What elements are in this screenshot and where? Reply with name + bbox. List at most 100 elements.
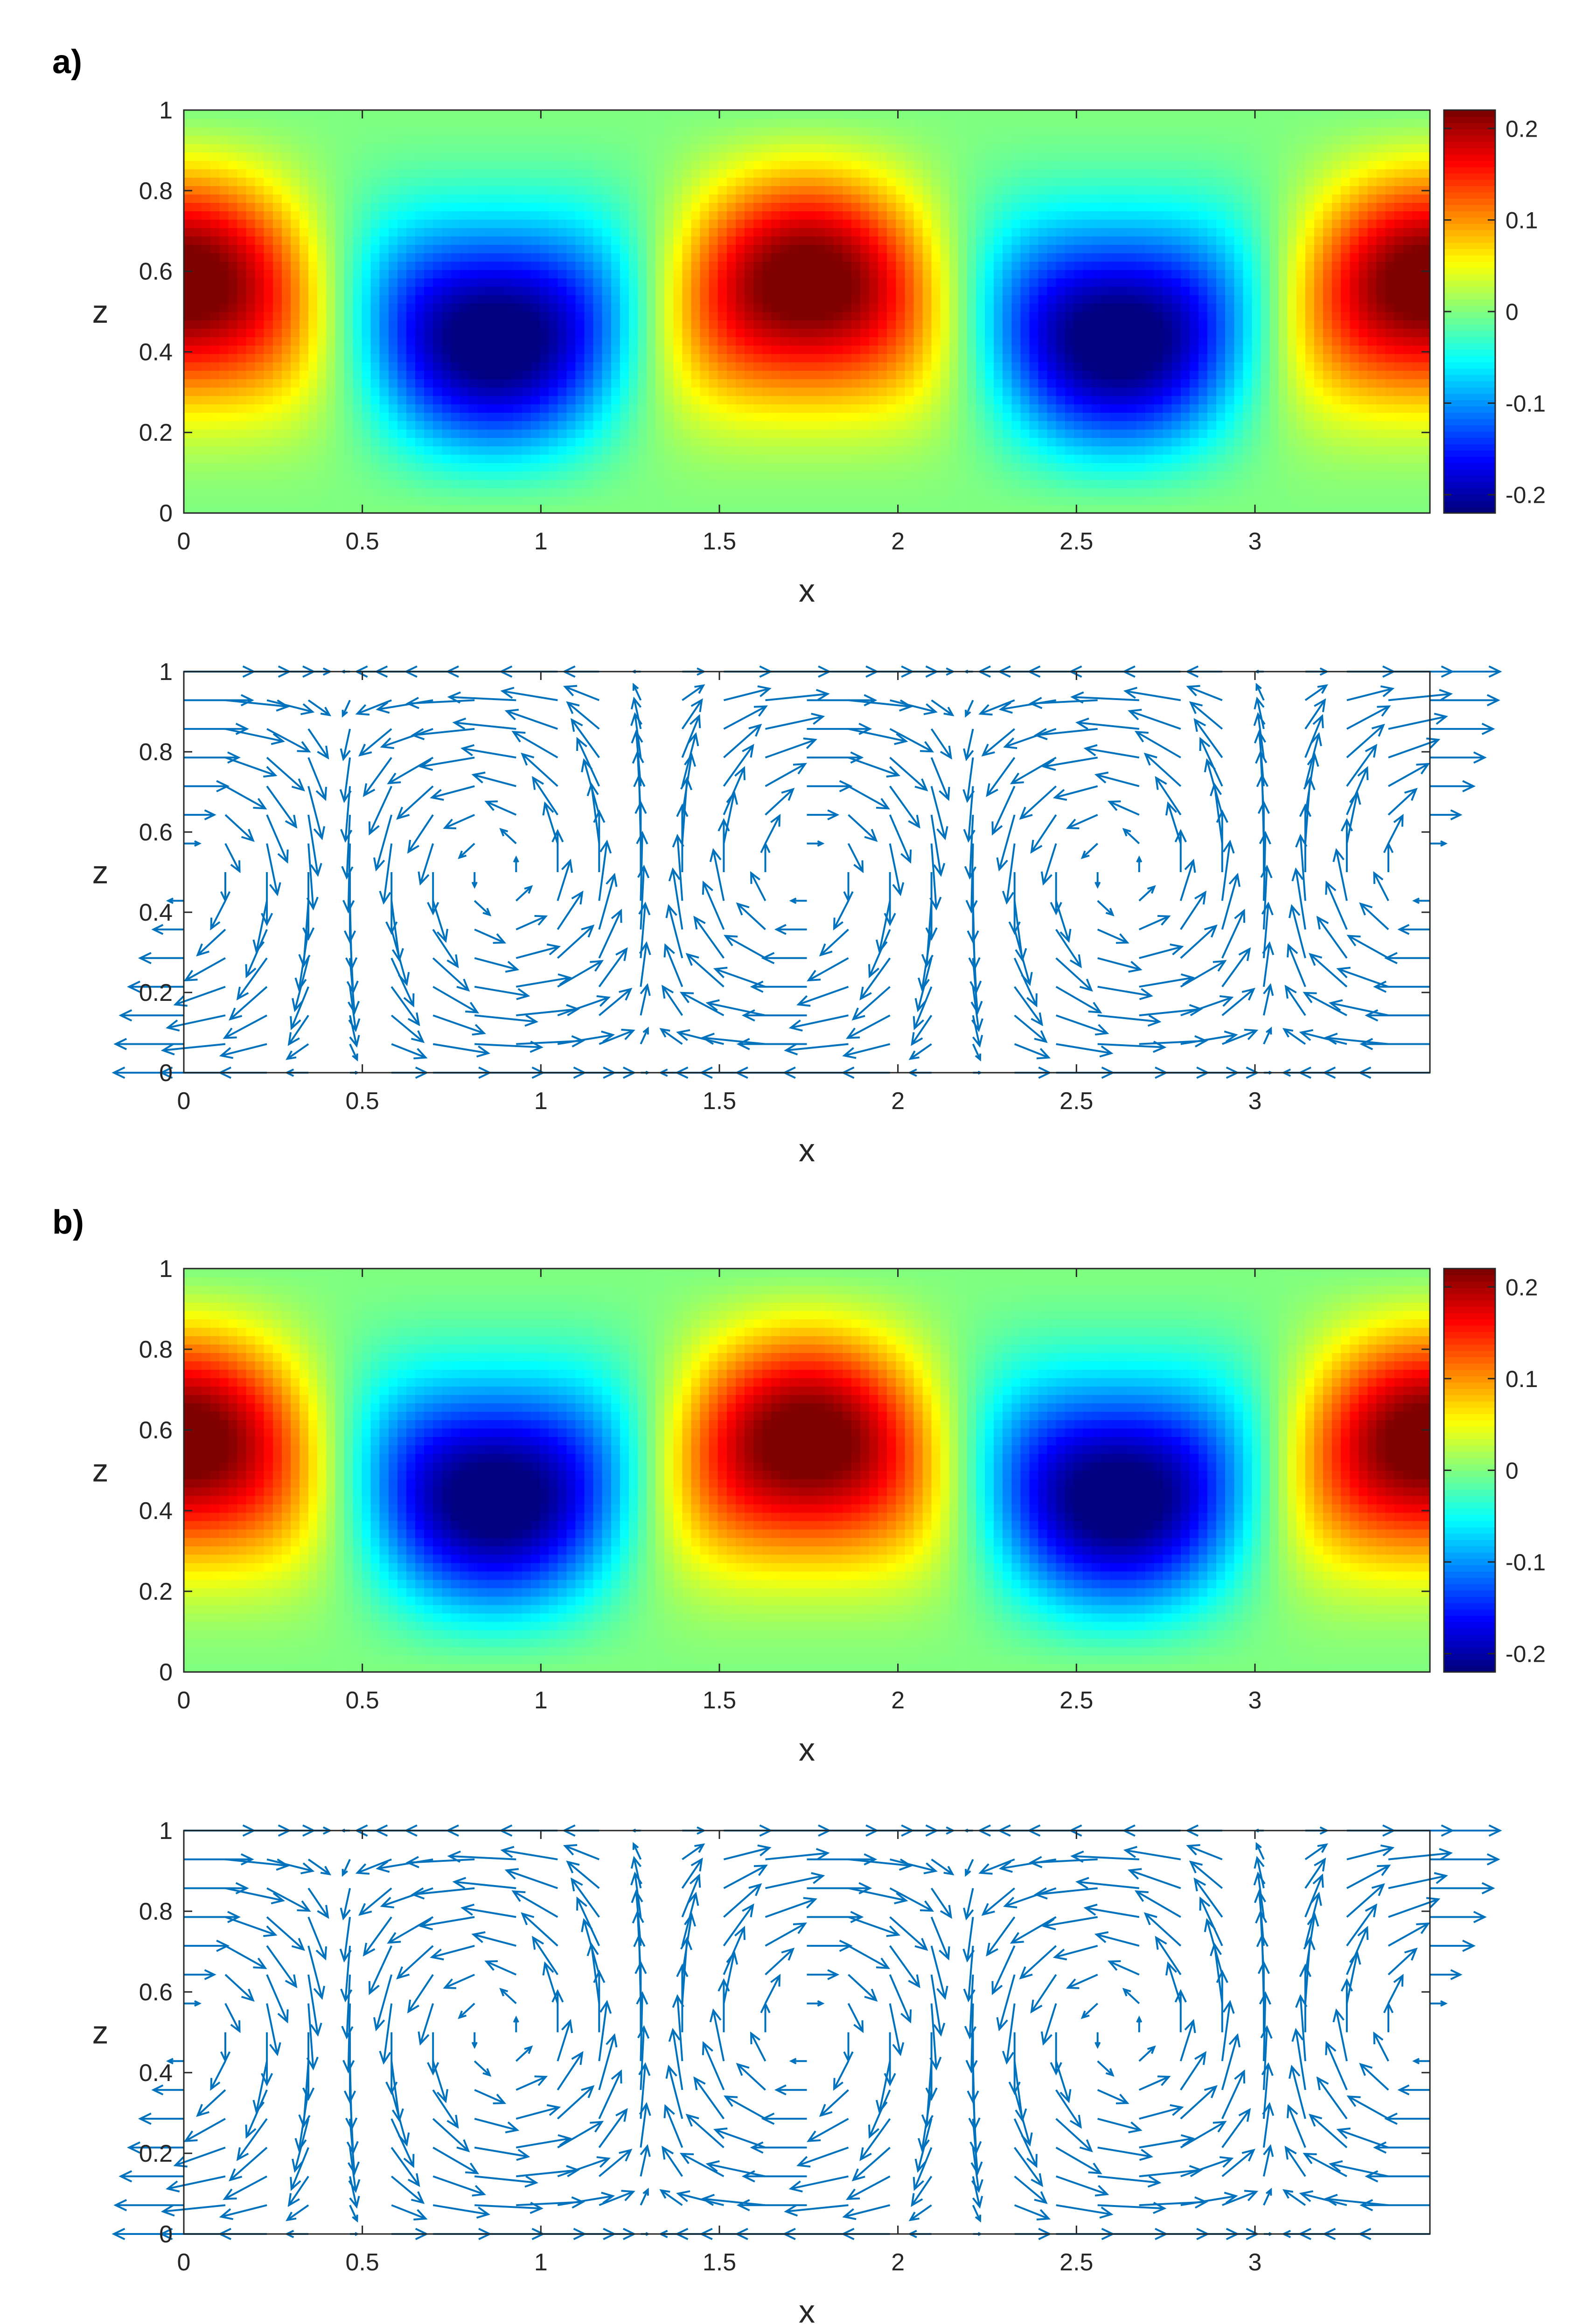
- heatmap-cell: [549, 429, 558, 438]
- heatmap-cell: [878, 488, 888, 497]
- heatmap-cell: [1073, 177, 1083, 186]
- heatmap-cell: [513, 135, 523, 144]
- heatmap-cell: [638, 387, 647, 396]
- heatmap-cell: [317, 454, 327, 463]
- heatmap-cell: [949, 110, 959, 119]
- heatmap-cell: [495, 270, 505, 278]
- heatmap-cell: [1092, 463, 1101, 472]
- heatmap-cell: [620, 177, 629, 186]
- heatmap-cell: [246, 471, 256, 480]
- heatmap-cell: [593, 337, 603, 346]
- heatmap-cell: [290, 337, 300, 346]
- heatmap-cell: [281, 295, 291, 304]
- heatmap-cell: [842, 194, 852, 203]
- heatmap-cell: [628, 421, 638, 430]
- heatmap-cell: [762, 261, 772, 270]
- heatmap-cell: [442, 404, 452, 413]
- heatmap-cell: [628, 446, 638, 455]
- heatmap-cell: [931, 479, 941, 488]
- heatmap-cell: [1056, 211, 1066, 220]
- heatmap-cell: [290, 160, 300, 169]
- heatmap-cell: [575, 186, 585, 194]
- heatmap-cell: [255, 186, 265, 194]
- heatmap-cell: [922, 118, 932, 127]
- heatmap-cell: [913, 404, 923, 413]
- heatmap-cell: [308, 144, 318, 153]
- heatmap-cell: [531, 118, 540, 127]
- heatmap-cell: [762, 286, 772, 295]
- heatmap-cell: [824, 479, 834, 488]
- heatmap-cell: [869, 169, 878, 178]
- heatmap-cell: [370, 488, 380, 497]
- heatmap-cell: [1029, 354, 1039, 362]
- heatmap-cell: [949, 127, 959, 136]
- heatmap-cell: [228, 320, 238, 329]
- heatmap-cell: [246, 135, 256, 144]
- heatmap-cell: [540, 219, 550, 228]
- heatmap-cell: [522, 387, 531, 396]
- heatmap-cell: [460, 160, 469, 169]
- heatmap-cell: [362, 177, 371, 186]
- heatmap-cell: [468, 479, 478, 488]
- heatmap-cell: [219, 295, 229, 304]
- heatmap-cell: [1047, 379, 1057, 388]
- heatmap-cell: [335, 177, 345, 186]
- heatmap-cell: [762, 228, 772, 236]
- heatmap-cell: [860, 270, 870, 278]
- heatmap-cell: [344, 387, 354, 396]
- heatmap-cell: [860, 362, 870, 371]
- heatmap-cell: [896, 328, 906, 337]
- heatmap-cell: [780, 127, 790, 136]
- heatmap-cell: [379, 505, 389, 513]
- heatmap-cell: [1092, 270, 1101, 278]
- heatmap-cell: [922, 177, 932, 186]
- heatmap-cell: [638, 228, 647, 236]
- heatmap-cell: [584, 219, 594, 228]
- heatmap-cell: [353, 194, 362, 203]
- heatmap-cell: [210, 286, 220, 295]
- heatmap-cell: [460, 118, 469, 127]
- heatmap-cell: [388, 387, 398, 396]
- heatmap-cell: [1011, 395, 1021, 404]
- heatmap-cell: [290, 228, 300, 236]
- heatmap-cell: [869, 429, 878, 438]
- heatmap-cell: [673, 379, 683, 388]
- heatmap-cell: [326, 404, 336, 413]
- heatmap-cell: [887, 261, 897, 270]
- heatmap-cell: [735, 454, 745, 463]
- heatmap-cell: [335, 362, 345, 371]
- heatmap-cell: [700, 186, 710, 194]
- heatmap-cell: [531, 479, 540, 488]
- heatmap-cell: [344, 395, 354, 404]
- heatmap-cell: [664, 429, 674, 438]
- heatmap-cell: [1109, 496, 1119, 505]
- heatmap-cell: [558, 387, 567, 396]
- heatmap-cell: [531, 219, 540, 228]
- heatmap-cell: [869, 345, 878, 354]
- heatmap-cell: [949, 463, 959, 472]
- heatmap-cell: [1038, 362, 1048, 371]
- heatmap-cell: [513, 320, 523, 329]
- heatmap-cell: [406, 219, 416, 228]
- heatmap-cell: [887, 186, 897, 194]
- heatmap-cell: [655, 505, 665, 513]
- heatmap-cell: [833, 261, 843, 270]
- heatmap-cell: [949, 219, 959, 228]
- heatmap-cell: [611, 479, 620, 488]
- heatmap-cell: [468, 463, 478, 472]
- heatmap-cell: [771, 412, 781, 421]
- heatmap-cell: [807, 387, 816, 396]
- heatmap-cell: [593, 312, 603, 320]
- heatmap-cell: [887, 387, 897, 396]
- heatmap-cell: [246, 127, 256, 136]
- heatmap-cell: [611, 295, 620, 304]
- heatmap-cell: [290, 429, 300, 438]
- heatmap-cell: [193, 169, 202, 178]
- heatmap-cell: [638, 202, 647, 211]
- heatmap-cell: [566, 446, 576, 455]
- heatmap-cell: [290, 303, 300, 312]
- heatmap-cell: [193, 496, 202, 505]
- heatmap-cell: [379, 488, 389, 497]
- heatmap-cell: [1020, 505, 1030, 513]
- heatmap-cell: [735, 236, 745, 245]
